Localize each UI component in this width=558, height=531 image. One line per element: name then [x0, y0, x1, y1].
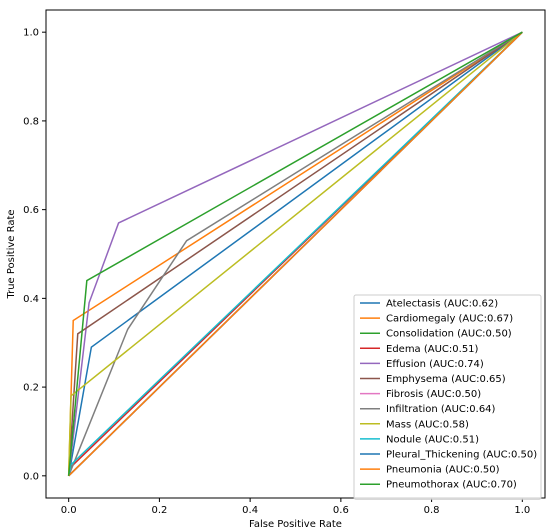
y-axis-label: True Positive Rate [6, 209, 17, 299]
series-line-7 [67, 31, 523, 477]
legend-entry-label: Consolidation (AUC:0.50) [386, 329, 512, 340]
legend-entry-label: Edema (AUC:0.51) [386, 344, 479, 355]
series-line-11 [68, 31, 523, 477]
legend-entry-label: Fibrosis (AUC:0.50) [386, 389, 481, 400]
series-line-0 [67, 31, 523, 476]
x-tick-label: 1.0 [514, 505, 530, 516]
series-line-8 [67, 31, 523, 476]
x-tick-label: 0.6 [333, 505, 349, 516]
y-tick-label: 0.0 [23, 471, 39, 482]
legend-entry-label: Atelectasis (AUC:0.62) [386, 299, 498, 310]
x-tick-label: 0.0 [61, 505, 77, 516]
legend-entry-label: Cardiomegaly (AUC:0.67) [386, 314, 513, 325]
y-tick-label: 0.6 [23, 205, 39, 216]
ticks-layer: 0.0 0.2 0.4 0.6 0.8 1.0 0.0 0.2 0.4 0.6 0.8 1.0 [23, 28, 530, 516]
series-line-12 [67, 31, 523, 476]
y-tick-label: 0.2 [23, 383, 39, 394]
plot-frame [45, 9, 546, 499]
legend-entry-label: Mass (AUC:0.58) [386, 419, 469, 430]
legend-entry-label: Pleural_Thickening (AUC:0.50) [386, 450, 537, 461]
legend-box [353, 294, 542, 500]
x-tick-label: 0.4 [242, 505, 258, 516]
legend-entry-label: Pneumothorax (AUC:0.70) [386, 480, 517, 491]
x-tick-label: 0.2 [151, 505, 167, 516]
legend: Atelectasis (AUC:0.62) Cardiomegaly (AUC:… [353, 294, 542, 500]
legend-entry-label: Effusion (AUC:0.74) [386, 359, 484, 370]
legend-entry-label: Infiltration (AUC:0.64) [386, 404, 496, 415]
x-tick-label: 0.8 [424, 505, 440, 516]
y-tick-label: 1.0 [23, 28, 39, 39]
legend-entry-label: Nodule (AUC:0.51) [386, 434, 479, 445]
series-layer [67, 31, 523, 477]
y-tick-label: 0.8 [23, 116, 39, 127]
legend-entry-label: Emphysema (AUC:0.65) [386, 374, 506, 385]
legend-entry-label: Pneumonia (AUC:0.50) [386, 465, 500, 476]
series-line-5 [67, 31, 523, 476]
y-tick-label: 0.4 [23, 294, 39, 305]
x-axis-label: False Positive Rate [249, 519, 342, 530]
